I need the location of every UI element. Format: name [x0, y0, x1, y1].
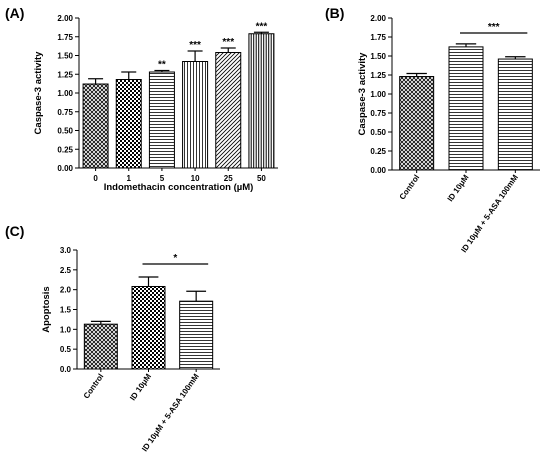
- y-axis-title: Caspase-3 activity: [33, 51, 44, 135]
- y-tick-label: 0.00: [57, 164, 73, 173]
- y-tick-label: 2.00: [370, 14, 386, 23]
- bar: [249, 34, 274, 168]
- y-tick-label: 3.0: [60, 246, 72, 255]
- y-axis-title: Caspase-3 activity: [357, 52, 368, 136]
- y-tick-label: 0.75: [57, 108, 73, 117]
- y-axis-title: Apoptosis: [41, 286, 52, 332]
- y-tick-label: 1.50: [57, 52, 73, 61]
- bar: [498, 59, 532, 170]
- bar: [84, 324, 117, 369]
- x-tick-label: 50: [257, 174, 266, 183]
- panel-label: (C): [5, 223, 24, 239]
- bar: [449, 47, 483, 170]
- panel-c: (C) 0.0 0.5 1.0 1.5 2.0 2.5 3.0 Apoptosis Contro…: [5, 223, 220, 453]
- y-tick-label: 1.25: [370, 71, 386, 80]
- y-tick-label: 0.00: [370, 166, 386, 175]
- y-tick-label: 1.0: [60, 325, 72, 334]
- bracket-significance-label: ***: [488, 22, 500, 33]
- significance-label: **: [158, 60, 166, 71]
- x-axis-title: Indomethacin concentration (µM): [104, 182, 254, 193]
- y-tick-label: 1.25: [57, 70, 73, 79]
- x-tick-label: ID 10μM + 5-ASA 100mM: [140, 372, 201, 453]
- x-tick-label: Control: [82, 372, 106, 400]
- y-tick-label: 0.50: [370, 128, 386, 137]
- y-tick-label: 2.5: [60, 266, 72, 275]
- bar: [180, 301, 213, 369]
- x-tick-label: ID 10μM + 5-ASA 100mM: [459, 173, 520, 254]
- bar: [83, 84, 108, 168]
- y-tick-label: 2.0: [60, 286, 72, 295]
- bar: [400, 77, 434, 170]
- bar: [116, 80, 141, 169]
- significance-label: ***: [256, 21, 268, 32]
- panel-a: (A) 0.00 0.25 0.50 0.75 1.00 1.25 1.50 1.75 2.00…: [5, 5, 278, 193]
- panel-label: (B): [325, 5, 344, 21]
- y-tick-label: 0.25: [57, 145, 73, 154]
- x-tick-label: Control: [398, 173, 422, 201]
- significance-label: ***: [222, 37, 234, 48]
- bar: [216, 53, 241, 169]
- x-tick-label: ID 10μM: [128, 372, 153, 403]
- y-tick-label: 1.5: [60, 306, 72, 315]
- y-tick-label: 0.75: [370, 109, 386, 118]
- panel-b: (B) 0.00 0.25 0.50 0.75 1.00 1.25 1.50 1.75 2.00…: [325, 5, 540, 254]
- y-tick-label: 1.00: [370, 90, 386, 99]
- y-tick-label: 1.50: [370, 52, 386, 61]
- y-tick-label: 0.0: [60, 365, 72, 374]
- x-tick-label: ID 10μM: [446, 173, 471, 204]
- y-tick-label: 0.25: [370, 147, 386, 156]
- bar: [149, 72, 174, 168]
- y-tick-label: 1.75: [57, 33, 73, 42]
- bracket-significance-label: *: [173, 253, 177, 264]
- y-tick-label: 1.00: [57, 89, 73, 98]
- y-tick-label: 0.5: [60, 345, 72, 354]
- significance-label: ***: [189, 40, 201, 51]
- y-tick-label: 0.50: [57, 127, 73, 136]
- bar: [183, 62, 208, 169]
- bar: [132, 286, 165, 369]
- y-tick-label: 2.00: [57, 14, 73, 23]
- panel-label: (A): [5, 5, 24, 21]
- y-tick-label: 1.75: [370, 33, 386, 42]
- x-tick-label: 0: [93, 174, 98, 183]
